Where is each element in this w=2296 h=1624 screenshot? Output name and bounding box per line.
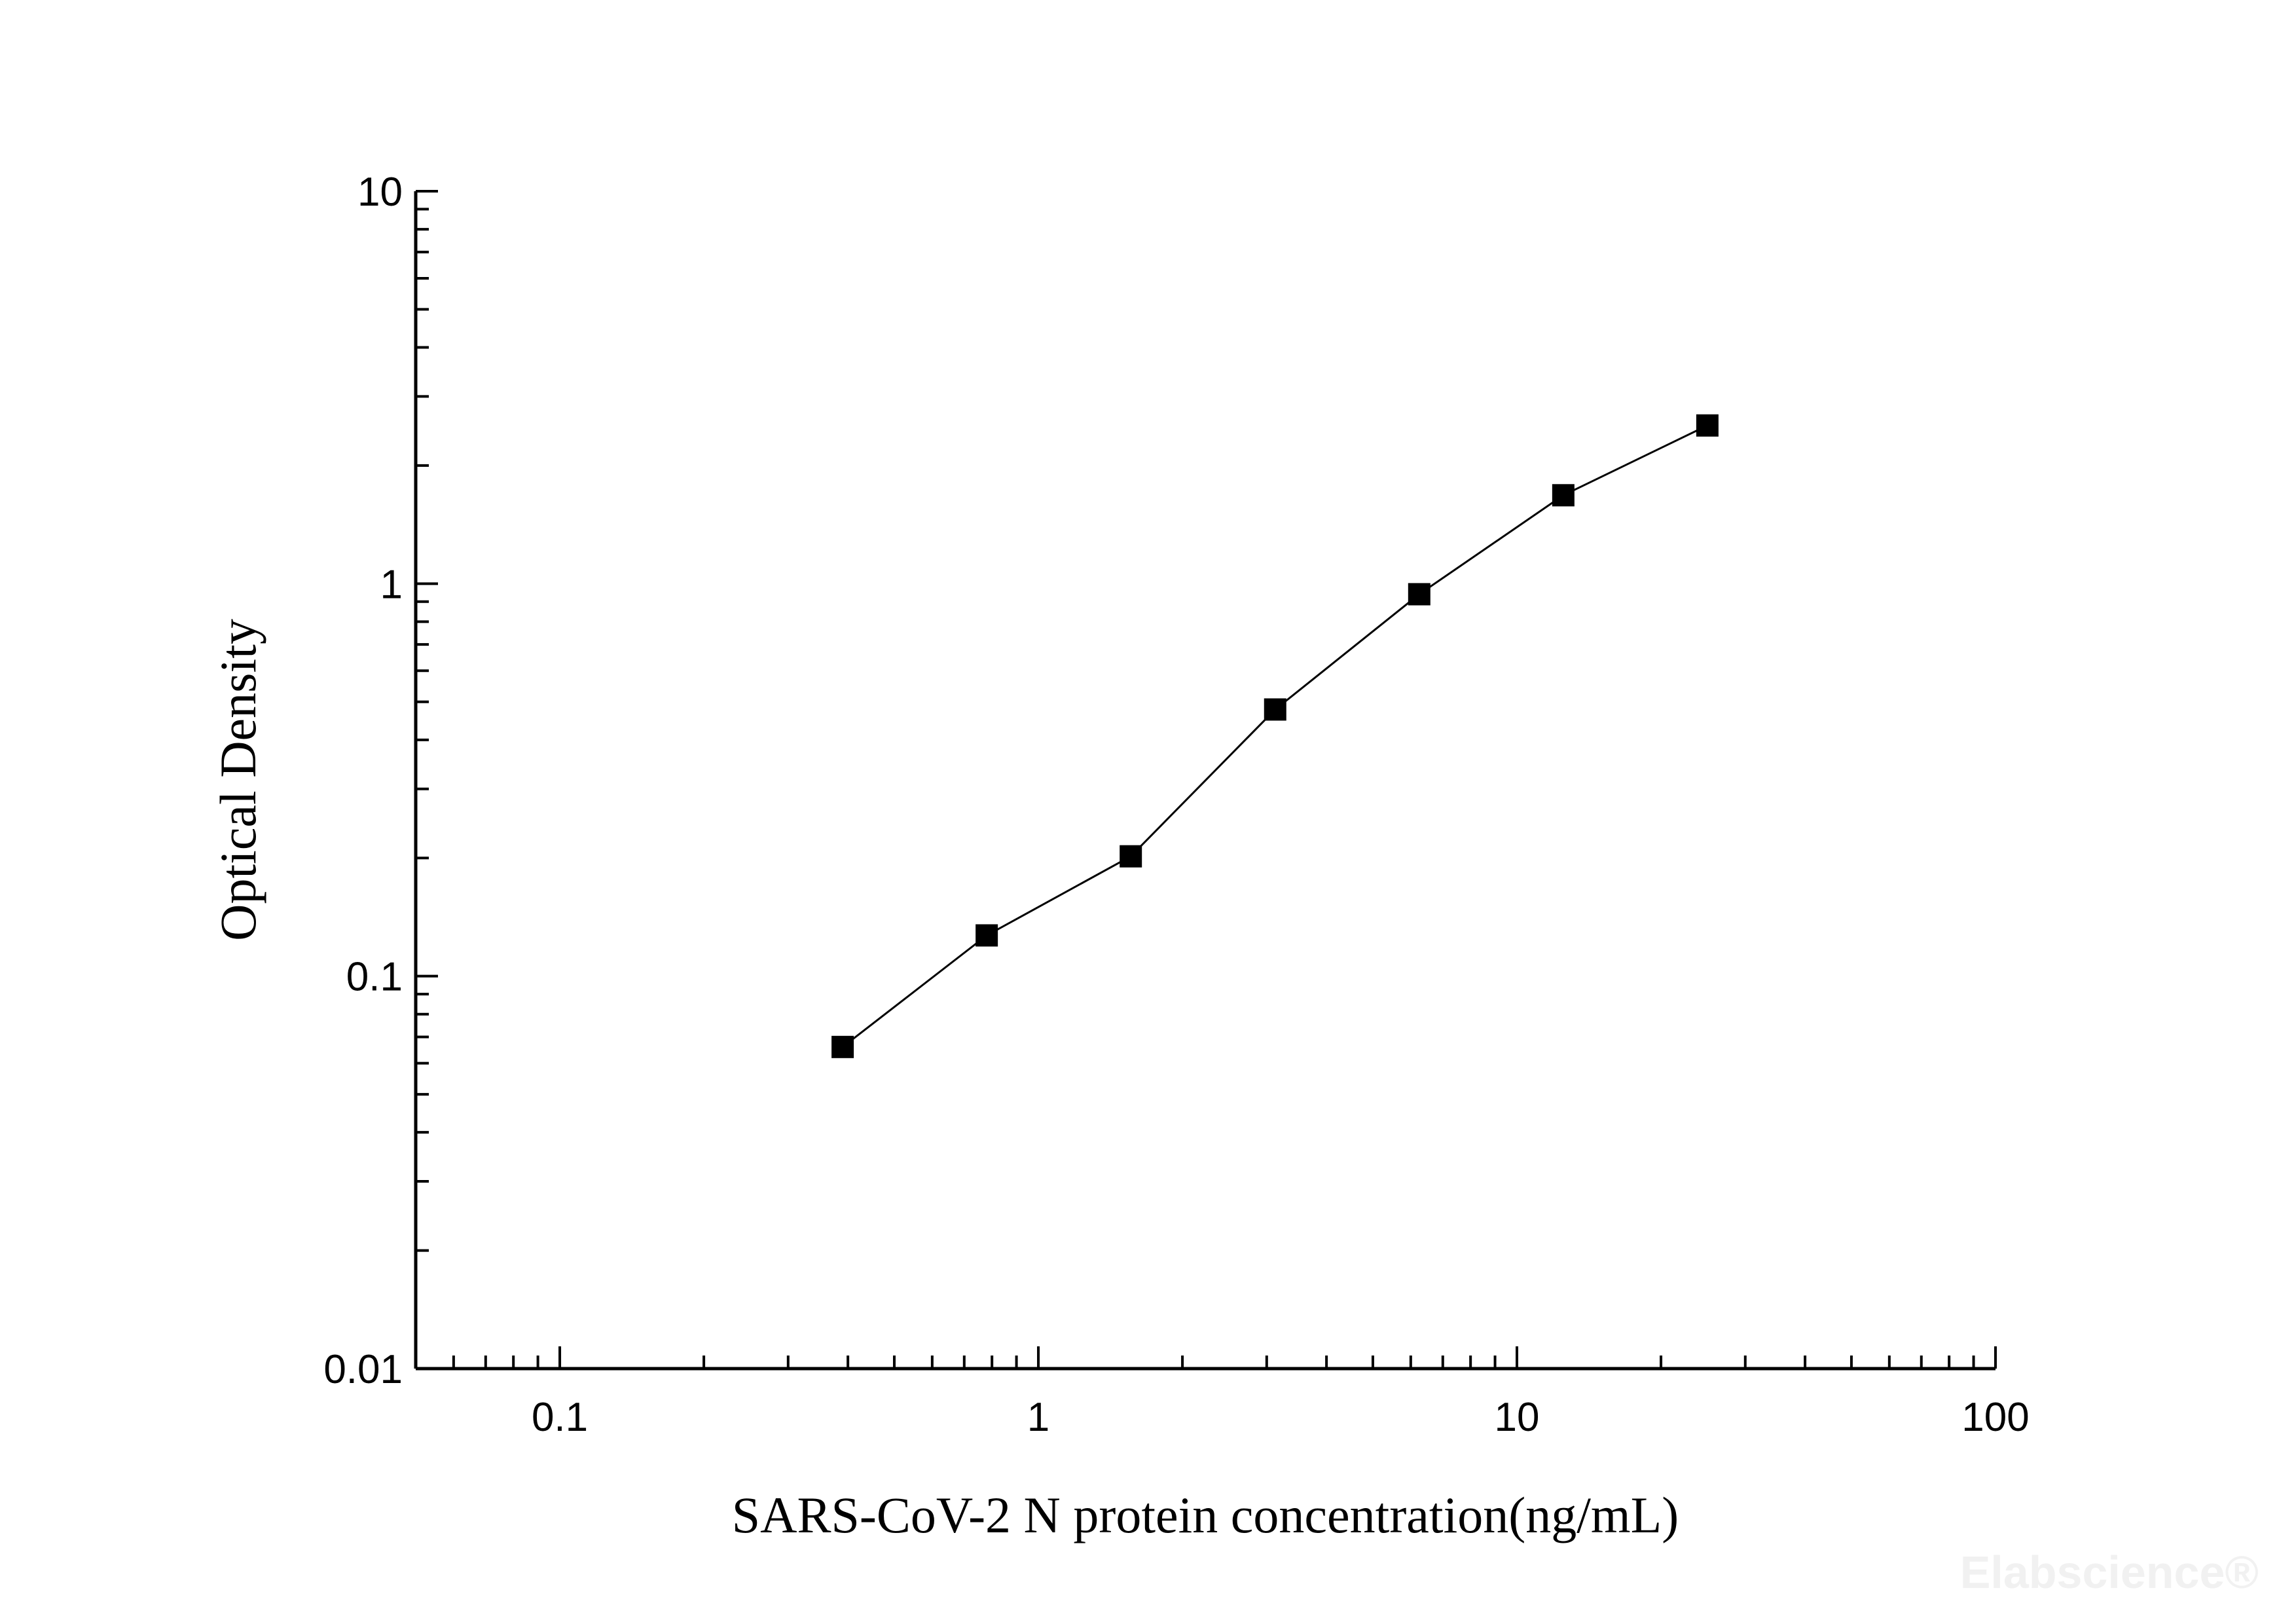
data-point — [1552, 484, 1575, 507]
data-point — [975, 924, 998, 947]
x-tick-label: 10 — [1495, 1395, 1540, 1440]
x-tick-label: 100 — [1961, 1395, 2029, 1440]
data-point — [831, 1035, 854, 1058]
data-point — [1120, 845, 1142, 868]
data-point — [1696, 414, 1719, 437]
axes: 0.1 1 10 100 0.01 0.1 1 10 — [323, 170, 2029, 1440]
y-tick-label: 10 — [357, 170, 403, 215]
x-axis-title: SARS-CoV-2 N protein concentration(ng/mL… — [732, 1486, 1679, 1543]
x-tick-label: 0.1 — [532, 1395, 588, 1440]
fit-curve — [842, 424, 1708, 1048]
data-point — [1264, 698, 1286, 721]
data-point — [1408, 583, 1430, 606]
y-tick-label: 0.1 — [346, 955, 403, 1000]
x-tick-label: 1 — [1027, 1395, 1049, 1440]
y-axis-title: Optical Density — [210, 619, 266, 941]
y-tick-label: 1 — [380, 562, 403, 607]
watermark: Elabscience® — [1960, 1547, 2259, 1598]
y-tick-label: 0.01 — [323, 1347, 403, 1392]
data-marks — [831, 414, 1719, 1058]
